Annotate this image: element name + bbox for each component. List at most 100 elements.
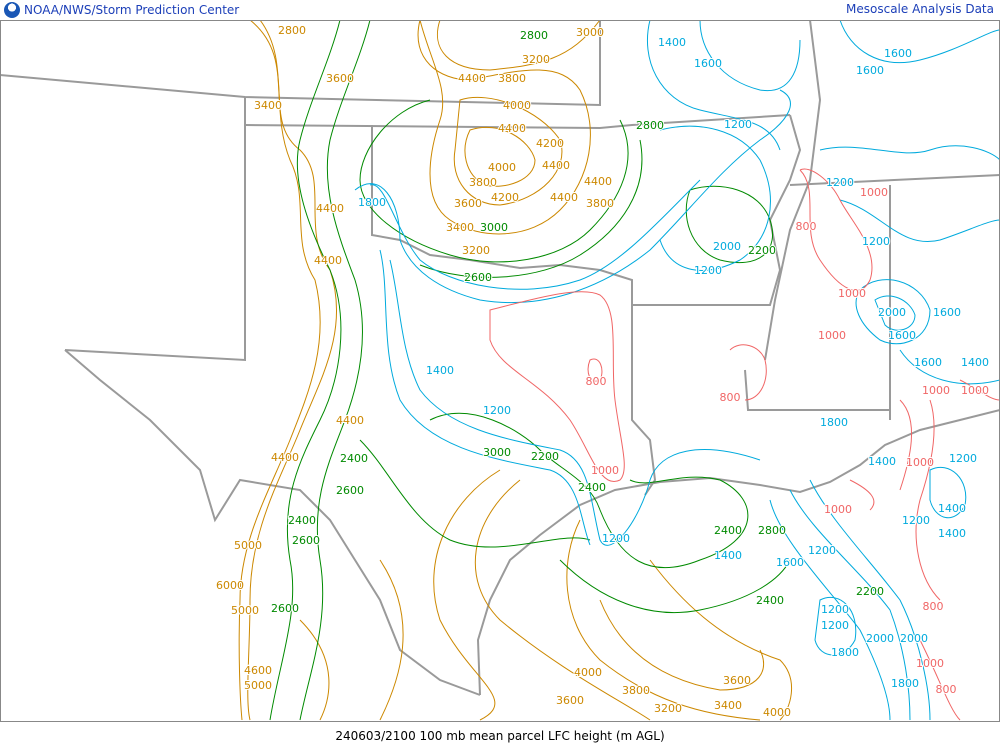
contour-label-lowest: 1000 (860, 186, 888, 199)
contour-label-high: 3800 (586, 197, 614, 210)
contour-high-2 (417, 20, 591, 235)
contour-label-mid: 2400 (714, 524, 742, 537)
contour-low-15 (839, 199, 1000, 243)
contour-label-low: 1200 (724, 118, 752, 131)
contour-label-low: 1800 (358, 196, 386, 209)
contour-low-11 (769, 499, 891, 721)
contour-low-5 (699, 20, 801, 92)
contour-mid-0 (269, 20, 342, 721)
contour-high-4 (464, 126, 536, 187)
contour-label-high: 4200 (491, 191, 519, 204)
contour-label-low: 1400 (938, 502, 966, 515)
border-north (0, 20, 601, 107)
contour-label-high: 5000 (231, 604, 259, 617)
contour-low-14 (819, 145, 1000, 161)
contour-label-mid: 3000 (483, 446, 511, 459)
contour-low-8 (874, 295, 916, 331)
contour-label-high: 3800 (469, 176, 497, 189)
contour-label-mid: 2400 (288, 514, 316, 527)
contour-label-high: 4400 (584, 175, 612, 188)
contour-label-high: 3600 (723, 674, 751, 687)
noaa-logo (4, 2, 20, 18)
contour-high-9 (599, 599, 765, 691)
map-canvas: 3400 2800 3600 4400 3800 4000 3200 4400 4200 4400… (0, 20, 1000, 722)
contour-label-high: 3400 (254, 99, 282, 112)
contour-label-lowest: 800 (586, 375, 607, 388)
contour-label-low: 1200 (902, 514, 930, 527)
contour-low-2 (389, 259, 761, 546)
footer-caption: 240603/2100 100 mb mean parcel LFC heigh… (335, 729, 665, 743)
contour-high-0 (247, 20, 338, 721)
border-ok-panhandle (244, 114, 791, 130)
contour-label-low: 1600 (914, 356, 942, 369)
contour-label-high: 5000 (234, 539, 262, 552)
contour-lowest-8 (849, 479, 875, 511)
contour-label-high: 4400 (271, 451, 299, 464)
contour-label-mid: 2200 (856, 585, 884, 598)
contour-label-low: 2000 (713, 240, 741, 253)
contour-lowest-3 (729, 344, 767, 401)
contour-label-low: 2000 (878, 306, 906, 319)
contour-label-low: 1600 (933, 306, 961, 319)
contour-low-0 (354, 89, 791, 303)
contour-label-mid: 2600 (271, 602, 299, 615)
contour-label-high: 4000 (488, 161, 516, 174)
border-nm-tx (64, 97, 246, 362)
contour-label-lowest: 1000 (591, 464, 619, 477)
contour-label-low: 1400 (938, 527, 966, 540)
contour-label-low: 1200 (483, 404, 511, 417)
contour-mid-7 (559, 559, 791, 614)
contour-low-6 (659, 125, 771, 271)
contour-label-high: 6000 (216, 579, 244, 592)
contour-label-high: 4400 (316, 202, 344, 215)
contour-label-high: 4600 (244, 664, 272, 677)
contour-lowest-6 (919, 639, 961, 721)
contour-high-6 (433, 469, 501, 721)
contour-label-mid: 2800 (758, 524, 786, 537)
contour-label-mid: 2400 (578, 481, 606, 494)
contour-label-low: 1600 (776, 556, 804, 569)
contour-label-high: 3200 (654, 702, 682, 715)
contour-label-lowest: 1000 (818, 329, 846, 342)
contour-label-high: 5000 (244, 679, 272, 692)
contour-label-high: 4400 (550, 191, 578, 204)
header-left: NOAA/NWS/Storm Prediction Center (4, 1, 239, 19)
contour-high-3 (453, 96, 563, 206)
contour-label-high: 3800 (622, 684, 650, 697)
contour-label-high: 3800 (498, 72, 526, 85)
contour-label-high: 3200 (462, 244, 490, 257)
contour-label-low: 1200 (949, 452, 977, 465)
contour-high-7 (474, 479, 651, 721)
contour-label-high: 4400 (336, 414, 364, 427)
contour-label-mid: 2600 (336, 484, 364, 497)
contour-mid-6 (685, 185, 774, 264)
contour-lowest-5 (915, 399, 941, 601)
contour-label-high: 3400 (714, 699, 742, 712)
contour-label-low: 1400 (868, 455, 896, 468)
contour-label-low: 1200 (602, 532, 630, 545)
contour-low-3 (379, 249, 591, 546)
contour-mid-5 (359, 439, 591, 548)
contour-high-8 (566, 519, 761, 721)
contour-label-low: 1600 (888, 329, 916, 342)
header-title: NOAA/NWS/Storm Prediction Center (24, 3, 240, 17)
contour-high-10 (379, 559, 404, 721)
contour-label-high: 4400 (458, 72, 486, 85)
contour-label-low: 1600 (856, 64, 884, 77)
contour-label-high: 4200 (536, 137, 564, 150)
contour-low-16 (899, 349, 1000, 385)
contour-label-high: 4400 (542, 159, 570, 172)
contour-label-high: 4400 (498, 122, 526, 135)
contour-low-17 (929, 467, 967, 518)
contour-label-mid: 3000 (480, 221, 508, 234)
contour-low-1 (369, 179, 701, 290)
contour-label-lowest: 800 (923, 600, 944, 613)
contour-label-low: 1200 (808, 544, 836, 557)
contour-high-12 (649, 559, 793, 721)
contour-high-1 (238, 20, 321, 721)
contour-label-high: 3600 (326, 72, 354, 85)
contour-label-mid: 2400 (756, 594, 784, 607)
contour-label-mid: 2800 (636, 119, 664, 132)
contour-label-low: 1400 (658, 36, 686, 49)
contour-lowest-4 (899, 399, 912, 491)
